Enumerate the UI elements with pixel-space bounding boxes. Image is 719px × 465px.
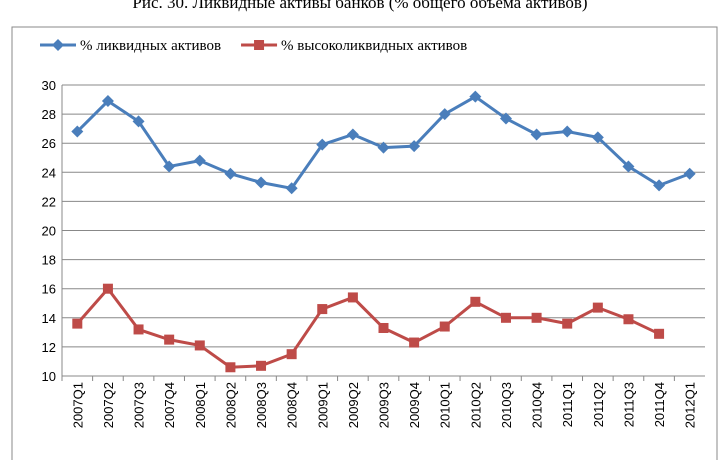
point — [193, 154, 206, 167]
point — [531, 312, 542, 323]
point — [346, 128, 359, 141]
x-tick-label: 2007Q4 — [162, 382, 177, 428]
x-tick-label: 2008Q1 — [193, 382, 208, 428]
point — [408, 140, 421, 153]
point — [285, 182, 298, 195]
x-tick-label: 2008Q3 — [254, 382, 269, 428]
x-tick-label: 2007Q1 — [70, 382, 85, 428]
point — [316, 138, 329, 151]
point — [683, 167, 696, 180]
point — [470, 296, 481, 307]
legend-label: % высоколиквидных активов — [281, 38, 467, 54]
y-tick-label: 22 — [42, 194, 56, 209]
x-tick-label: 2012Q1 — [683, 382, 698, 428]
point — [499, 112, 512, 125]
y-tick-label: 14 — [42, 311, 56, 326]
point — [255, 176, 268, 189]
point — [377, 141, 390, 154]
point — [101, 95, 114, 108]
x-tick-label: 2009Q4 — [407, 382, 422, 428]
point — [654, 328, 665, 339]
point — [256, 360, 267, 371]
point — [409, 337, 420, 348]
point — [592, 302, 603, 313]
x-tick-label: 2011Q2 — [591, 382, 606, 427]
point — [439, 321, 450, 332]
y-tick-label: 26 — [42, 136, 56, 151]
y-tick-label: 20 — [42, 224, 56, 239]
point — [653, 179, 666, 192]
y-tick-label: 18 — [42, 253, 56, 268]
x-tick-label: 2007Q3 — [132, 382, 147, 428]
point — [225, 362, 236, 373]
point — [347, 292, 358, 303]
y-tick-label: 24 — [42, 165, 56, 180]
point — [317, 304, 328, 315]
point — [71, 125, 84, 138]
x-tick-label: 2010Q2 — [468, 382, 483, 428]
legend-label: % ликвидных активов — [80, 38, 221, 54]
point — [102, 283, 113, 294]
x-tick-label: 2008Q2 — [223, 382, 238, 428]
x-tick-label: 2010Q4 — [530, 382, 545, 428]
point — [254, 40, 265, 50]
point — [469, 90, 482, 103]
x-tick-label: 2009Q1 — [315, 382, 330, 428]
point — [164, 334, 175, 345]
y-tick-label: 28 — [42, 107, 56, 122]
chart-border — [11, 26, 718, 465]
y-tick-label: 30 — [42, 78, 56, 93]
chart-title: Рис. 30. Ликвидные активы банков (% обще… — [132, 0, 587, 12]
y-tick-label: 12 — [42, 340, 56, 355]
x-tick-label: 2011Q3 — [621, 382, 636, 427]
point — [378, 322, 389, 333]
point — [561, 125, 574, 138]
x-tick-label: 2010Q1 — [438, 382, 453, 428]
x-tick-label: 2011Q4 — [652, 382, 667, 427]
point — [591, 131, 604, 144]
point — [224, 167, 237, 180]
point — [622, 160, 635, 173]
x-tick-label: 2010Q3 — [499, 382, 514, 428]
y-tick-label: 16 — [42, 282, 56, 297]
x-tick-label: 2009Q3 — [377, 382, 392, 428]
point — [72, 318, 83, 329]
point — [133, 324, 144, 335]
x-tick-label: 2007Q2 — [101, 382, 116, 428]
point — [530, 128, 543, 141]
point — [132, 115, 145, 128]
point — [194, 340, 205, 351]
y-tick-label: 10 — [42, 369, 56, 384]
point — [438, 108, 451, 121]
point — [52, 39, 64, 51]
point — [286, 349, 297, 360]
point — [562, 318, 573, 329]
x-tick-label: 2011Q1 — [560, 382, 575, 427]
point — [500, 312, 511, 323]
point — [163, 160, 176, 173]
point — [623, 314, 634, 325]
x-tick-label: 2008Q4 — [285, 382, 300, 428]
x-tick-label: 2009Q2 — [346, 382, 361, 428]
series-line — [76, 286, 660, 369]
